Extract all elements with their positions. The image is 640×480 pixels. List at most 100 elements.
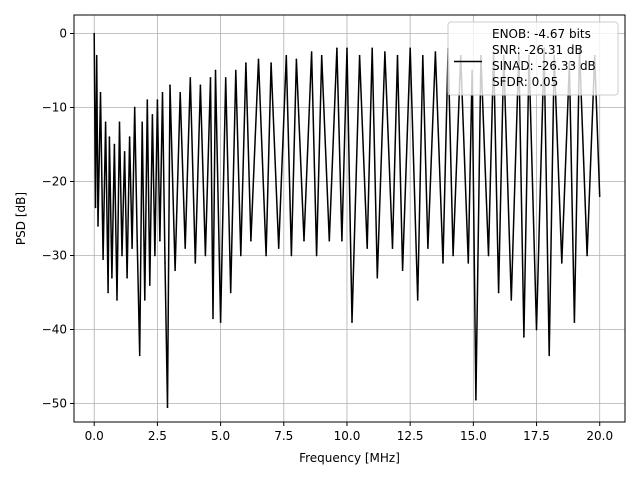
y-tick-label: −20	[42, 175, 67, 189]
psd-data-point	[257, 58, 260, 61]
psd-data-point	[240, 254, 242, 257]
psd-data-point	[422, 54, 424, 57]
psd-data-point	[285, 54, 288, 57]
psd-data-point	[328, 239, 331, 242]
y-tick-label: −30	[42, 249, 67, 263]
psd-data-point	[209, 77, 212, 79]
psd-data-point	[189, 77, 192, 79]
psd-data-point	[102, 258, 104, 261]
psd-data-point	[351, 321, 353, 323]
y-tick-label: −40	[42, 323, 67, 337]
psd-data-point	[303, 239, 305, 242]
psd-data-point	[161, 91, 164, 94]
x-tick-label: 7.5	[274, 429, 293, 443]
y-tick-label: −50	[42, 397, 67, 411]
psd-data-point	[573, 321, 576, 323]
psd-data-point	[510, 299, 513, 301]
x-tick-label: 5.0	[211, 429, 230, 443]
psd-data-point	[179, 91, 181, 94]
y-tick-label: 0	[59, 27, 67, 41]
psd-data-point	[310, 51, 313, 53]
psd-data-point	[144, 299, 146, 301]
psd-data-point	[409, 47, 412, 50]
psd-data-point	[204, 254, 207, 257]
legend-label: ENOB: -4.67 bits SNR: -26.31 dB SINAD: -26…	[492, 27, 596, 89]
y-axis-label: PSD [dB]	[14, 192, 28, 245]
psd-data-point	[442, 262, 444, 264]
psd-data-point	[487, 254, 490, 257]
psd-data-point	[212, 317, 214, 320]
psd-data-point	[358, 54, 361, 57]
psd-data-point	[376, 276, 379, 279]
x-tick-label: 12.5	[397, 429, 424, 443]
psd-data-point	[154, 254, 156, 257]
psd-data-point	[434, 51, 437, 53]
psd-data-point	[341, 239, 343, 242]
x-tick-label: 0.0	[85, 429, 104, 443]
psd-data-point	[336, 47, 338, 50]
psd-data-point	[384, 51, 386, 53]
psd-data-point	[174, 269, 176, 272]
psd-data-point	[123, 151, 126, 153]
psd-data-point	[320, 54, 323, 57]
psd-data-point	[290, 254, 293, 257]
psd-data-point	[136, 239, 138, 242]
psd-data-point	[128, 136, 131, 138]
x-tick-label: 2.5	[148, 429, 167, 443]
psd-data-point	[427, 247, 429, 249]
psd-data-point	[118, 121, 121, 124]
psd-data-point	[535, 328, 538, 331]
psd-data-point	[116, 299, 118, 301]
psd-data-point	[497, 291, 500, 294]
psd-data-point	[561, 262, 563, 264]
psd-data-point	[138, 354, 141, 357]
psd-data-point	[111, 276, 113, 279]
x-axis-ticks: 0.0 2.5 5.0 7.5 10.0 12.5 15.0 17.5 20.0	[85, 422, 613, 443]
psd-data-point	[523, 336, 525, 338]
legend: ENOB: -4.67 bits SNR: -26.31 dB SINAD: -26…	[447, 21, 619, 96]
y-tick-label: −10	[42, 101, 67, 115]
psd-data-point	[159, 239, 161, 242]
psd-data-point	[277, 247, 280, 249]
psd-data-point	[265, 254, 267, 257]
x-tick-label: 20.0	[586, 429, 613, 443]
psd-data-point	[94, 206, 97, 209]
psd-data-point	[401, 269, 404, 272]
psd-data-point	[250, 239, 252, 242]
psd-data-point	[93, 32, 95, 35]
psd-data-point	[164, 262, 166, 264]
psd-data-point	[452, 254, 454, 257]
psd-data-point	[97, 225, 99, 227]
x-tick-label: 15.0	[460, 429, 487, 443]
psd-data-point	[133, 106, 136, 109]
legend-box	[447, 21, 619, 96]
psd-data-point	[151, 114, 154, 116]
psd-data-point	[235, 69, 237, 72]
psd-data-point	[224, 77, 227, 79]
psd-data-point	[475, 399, 477, 401]
y-axis-ticks: 0 −10 −20 −30 −40 −50	[42, 27, 74, 411]
x-tick-label: 10.0	[334, 429, 361, 443]
psd-data-point	[199, 84, 202, 87]
psd-data-point	[194, 262, 197, 264]
psd-data-point	[99, 91, 102, 94]
psd-series-line	[93, 33, 601, 408]
psd-data-point	[598, 195, 601, 198]
psd-data-point	[586, 254, 588, 257]
psd-data-point	[156, 99, 159, 101]
psd-data-point	[295, 58, 298, 61]
psd-data-point	[214, 69, 217, 72]
psd-data-point	[467, 262, 470, 264]
psd-data-point	[366, 247, 369, 249]
psd-data-point	[95, 54, 98, 57]
psd-data-point	[149, 284, 151, 286]
psd-data-point	[184, 247, 186, 249]
psd-data-point	[141, 121, 143, 124]
psd-data-point	[315, 254, 318, 257]
psd-data-point	[548, 354, 550, 357]
plot-frame	[73, 14, 626, 423]
psd-data-point	[229, 291, 232, 294]
psd-data-point	[169, 84, 171, 87]
psd-data-point	[371, 47, 374, 50]
